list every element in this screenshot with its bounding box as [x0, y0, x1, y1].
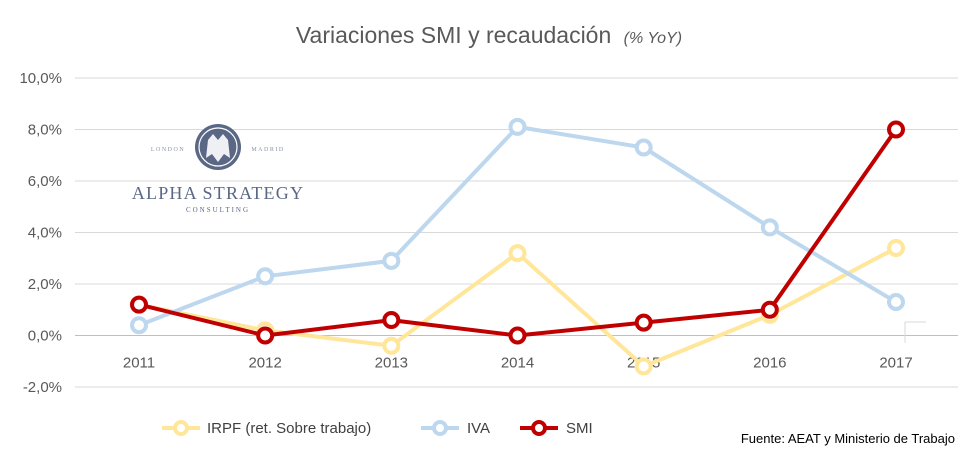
legend-label-smi: SMI	[566, 420, 593, 437]
legend-item-smi: SMI	[520, 420, 593, 437]
data-point-iva	[256, 267, 275, 286]
legend-item-irpf: IRPF (ret. Sobre trabajo)	[162, 420, 371, 437]
logo-right-label: MADRID	[251, 147, 284, 153]
data-point-irpf	[634, 357, 653, 376]
series-line-iva	[137, 124, 898, 328]
x-tick-label: 2013	[375, 355, 408, 372]
x-tick-label: 2017	[879, 355, 912, 372]
data-point-irpf	[887, 238, 905, 257]
data-point-irpf	[382, 336, 401, 355]
y-tick-label: 0,0%	[28, 328, 62, 345]
corner-mark	[904, 321, 926, 343]
y-tick-label: 4,0%	[28, 225, 62, 242]
data-point-smi	[130, 295, 148, 314]
alpha-strategy-logo: LONDON MADRID ALPHA STRATEGY CONSULTING	[132, 124, 304, 214]
x-tick-label: 2011	[123, 355, 155, 372]
data-point-iva	[760, 218, 779, 237]
x-tick-label: 2014	[501, 355, 534, 372]
data-point-smi	[634, 313, 653, 332]
legend-marker-iva	[432, 420, 448, 436]
series-lines	[130, 117, 905, 376]
data-point-iva	[634, 138, 653, 157]
data-point-smi	[508, 326, 527, 345]
data-point-smi	[256, 326, 275, 345]
x-axis-ticks: 2011201220132014201520162017	[123, 355, 913, 372]
series-smi	[130, 120, 905, 345]
y-tick-label: 10,0%	[19, 70, 62, 87]
legend-label-irpf: IRPF (ret. Sobre trabajo)	[207, 420, 371, 437]
y-tick-label: -2,0%	[23, 379, 62, 396]
series-line-irpf	[137, 245, 898, 369]
legend-item-iva: IVA	[421, 420, 490, 437]
logo-emblem-ring	[198, 127, 238, 167]
x-tick-label: 2012	[248, 355, 281, 372]
data-point-iva	[130, 316, 148, 335]
data-point-iva	[508, 117, 527, 136]
data-point-iva	[382, 251, 401, 270]
y-tick-label: 8,0%	[28, 122, 62, 139]
data-point-irpf	[508, 244, 527, 263]
source-note: Fuente: AEAT y Ministerio de Trabajo	[741, 431, 955, 446]
chart-title-main: Variaciones SMI y recaudación	[296, 22, 611, 48]
data-point-smi	[382, 311, 401, 330]
x-tick-label: 2016	[753, 355, 786, 372]
legend-marker-smi	[531, 420, 547, 436]
chart-title-sub: (% YoY)	[624, 30, 682, 47]
logo-left-label: LONDON	[151, 147, 185, 153]
data-point-iva	[887, 293, 905, 312]
legend: IRPF (ret. Sobre trabajo) IVA SMI	[162, 420, 593, 437]
data-point-smi	[887, 120, 905, 139]
legend-marker-irpf	[173, 420, 189, 436]
y-axis-ticks: -2,0% 0,0% 2,0% 4,0% 6,0% 8,0% 10,0%	[19, 70, 62, 396]
logo-wolf-icon	[206, 134, 230, 162]
chart-title: Variaciones SMI y recaudación (% YoY)	[296, 22, 682, 48]
legend-label-iva: IVA	[467, 420, 490, 437]
logo-subtitle: CONSULTING	[186, 206, 250, 214]
series-iva	[130, 117, 905, 335]
y-tick-label: 6,0%	[28, 173, 62, 190]
data-point-smi	[760, 300, 779, 319]
logo-name: ALPHA STRATEGY	[132, 183, 304, 203]
y-tick-label: 2,0%	[28, 276, 62, 293]
